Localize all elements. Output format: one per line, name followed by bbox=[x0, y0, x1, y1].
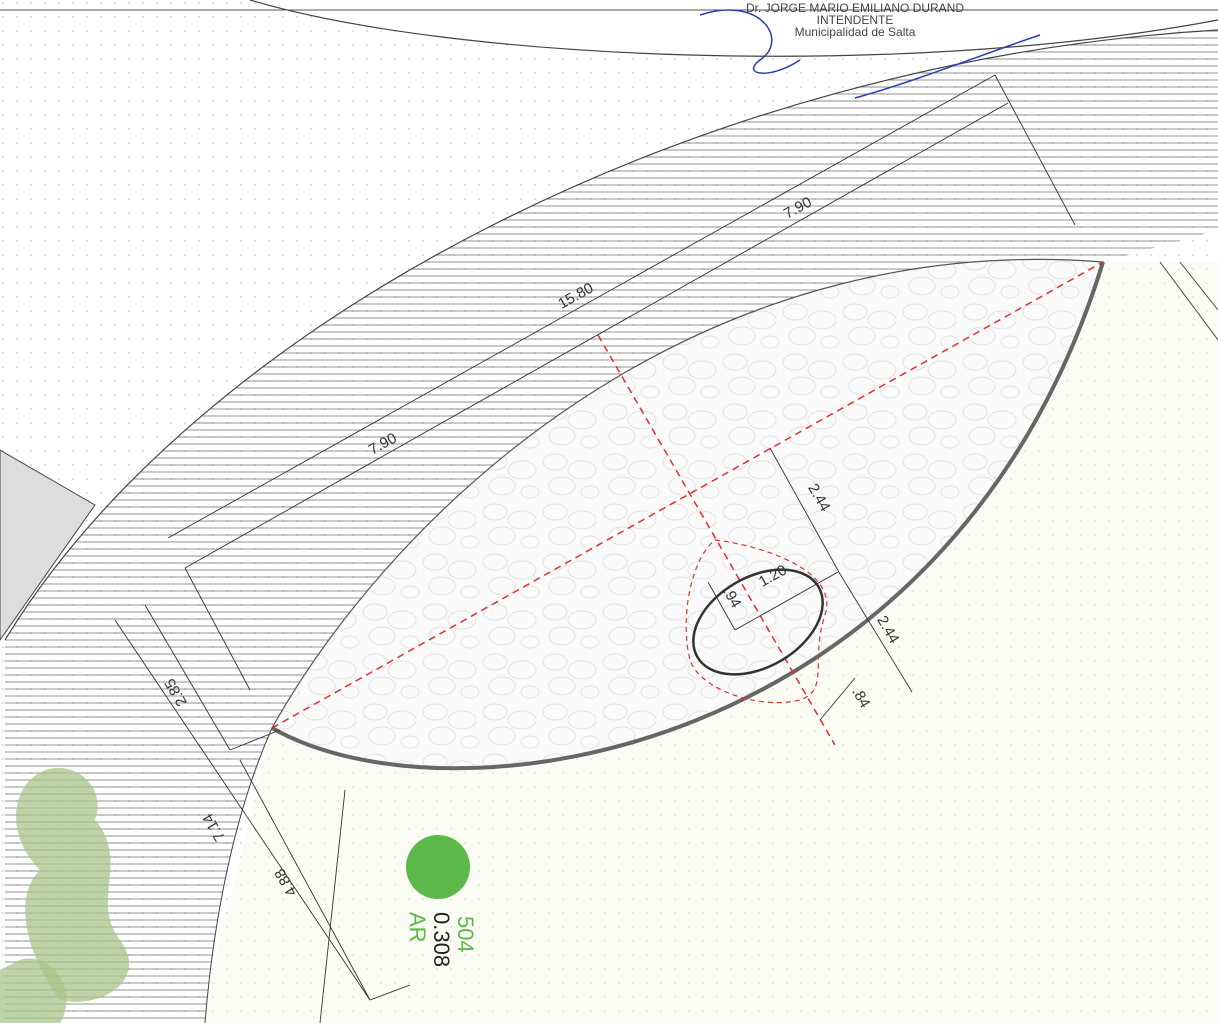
tree-code: AR bbox=[405, 912, 430, 943]
root-zone bbox=[685, 539, 828, 704]
band-edge bbox=[204, 727, 273, 1023]
stamp-institution: Municipalidad de Salta bbox=[795, 25, 916, 39]
tree-pit bbox=[692, 568, 824, 676]
side-lines bbox=[1159, 261, 1218, 341]
lens-curb bbox=[271, 261, 1105, 771]
paved-corner bbox=[0, 449, 96, 641]
hatched-band bbox=[5, 30, 1218, 1023]
tree-number: 504 bbox=[453, 916, 478, 953]
stamp-name: Dr. JORGE MARIO EMILIANO DURAND bbox=[746, 1, 964, 15]
stamp-title: INTENDENTE bbox=[817, 13, 894, 27]
dimension-lines bbox=[114, 74, 1076, 1023]
axis-short bbox=[597, 334, 836, 746]
tree-foliage bbox=[0, 958, 67, 1023]
tree-symbol bbox=[406, 835, 470, 899]
outer-arc bbox=[4, 29, 1218, 641]
tree-foliage bbox=[16, 767, 130, 1002]
tree-value: 0.308 bbox=[429, 912, 454, 967]
top-area bbox=[0, 0, 1218, 57]
axis-long bbox=[271, 261, 1104, 729]
signature bbox=[699, 9, 1041, 99]
green-area bbox=[200, 262, 1218, 1023]
top-arc bbox=[249, 0, 1218, 57]
